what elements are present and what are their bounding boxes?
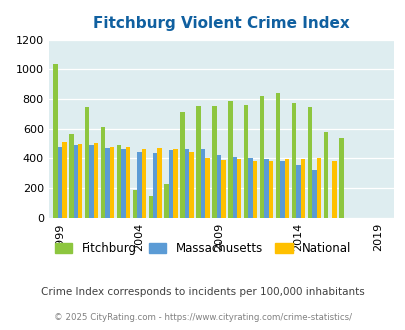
Bar [259, 96, 264, 218]
Bar [232, 157, 237, 218]
Bar [205, 158, 209, 218]
Bar [126, 147, 130, 218]
Bar [85, 107, 89, 218]
Bar [180, 112, 184, 218]
Text: © 2025 CityRating.com - https://www.cityrating.com/crime-statistics/: © 2025 CityRating.com - https://www.city… [54, 313, 351, 322]
Bar [196, 106, 200, 218]
Bar [69, 134, 73, 218]
Bar [332, 161, 336, 218]
Title: Fitchburg Violent Crime Index: Fitchburg Violent Crime Index [93, 16, 349, 31]
Bar [275, 93, 279, 218]
Bar [109, 147, 114, 218]
Bar [268, 161, 273, 218]
Bar [212, 106, 216, 218]
Bar [132, 190, 137, 218]
Bar [184, 149, 189, 218]
Bar [89, 145, 94, 218]
Bar [264, 159, 268, 218]
Bar [148, 195, 153, 218]
Bar [307, 107, 311, 218]
Bar [339, 138, 343, 218]
Bar [94, 143, 98, 218]
Bar [243, 105, 248, 218]
Bar [168, 150, 173, 218]
Bar [300, 159, 304, 218]
Bar [58, 147, 62, 218]
Bar [164, 183, 168, 218]
Bar [73, 145, 78, 218]
Bar [100, 127, 105, 218]
Bar [53, 64, 58, 218]
Bar [105, 148, 109, 218]
Bar [141, 149, 146, 218]
Bar [62, 142, 66, 218]
Bar [323, 132, 327, 218]
Bar [291, 103, 295, 218]
Bar [78, 144, 82, 218]
Bar [157, 148, 162, 218]
Bar [295, 165, 300, 218]
Bar [237, 159, 241, 218]
Bar [284, 159, 288, 218]
Bar [189, 152, 193, 218]
Text: Crime Index corresponds to incidents per 100,000 inhabitants: Crime Index corresponds to incidents per… [41, 287, 364, 297]
Bar [248, 158, 252, 218]
Bar [221, 160, 225, 218]
Bar [153, 153, 157, 218]
Bar [216, 155, 221, 218]
Bar [311, 170, 316, 218]
Bar [228, 101, 232, 218]
Bar [117, 145, 121, 218]
Bar [121, 149, 126, 218]
Bar [137, 152, 141, 218]
Bar [200, 149, 205, 218]
Legend: Fitchburg, Massachusetts, National: Fitchburg, Massachusetts, National [50, 237, 355, 260]
Bar [173, 149, 177, 218]
Bar [279, 161, 284, 218]
Bar [316, 158, 320, 218]
Bar [252, 161, 257, 218]
